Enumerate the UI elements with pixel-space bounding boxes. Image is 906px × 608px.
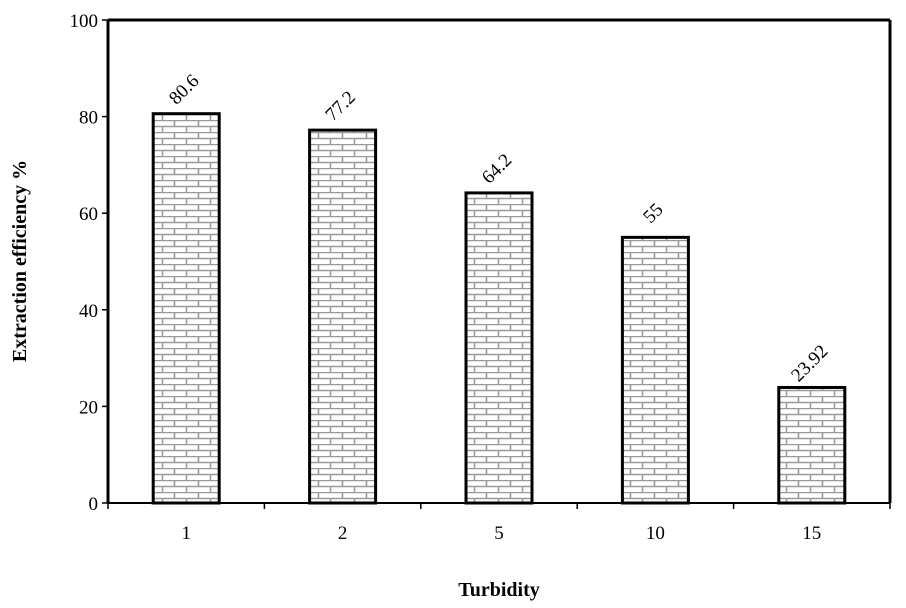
bar <box>777 385 847 505</box>
data-label: 77.2 <box>322 87 360 125</box>
bar <box>620 235 690 505</box>
bar <box>464 191 534 505</box>
x-axis-ticks: 1 2 5 10 15 <box>107 503 891 544</box>
x-tick-label: 10 <box>646 523 665 544</box>
x-tick-label: 5 <box>494 523 504 544</box>
y-tick-label: 0 <box>89 494 99 515</box>
x-axis-title: Turbidity <box>458 579 540 601</box>
data-label: 23.92 <box>787 341 832 386</box>
y-tick-label: 40 <box>79 301 98 322</box>
y-tick-label: 60 <box>79 204 98 225</box>
y-axis-ticks: 0 20 40 60 80 100 <box>70 11 108 515</box>
x-tick-label: 1 <box>181 523 191 544</box>
y-axis-title: Extraction efficiency % <box>9 160 31 362</box>
y-tick-label: 80 <box>79 108 98 129</box>
bar <box>151 112 221 505</box>
y-tick-label: 100 <box>70 11 99 32</box>
bars <box>151 112 847 505</box>
bar <box>308 128 378 505</box>
data-label: 55 <box>639 199 667 227</box>
data-label: 64.2 <box>478 150 516 188</box>
data-label: 80.6 <box>165 71 203 109</box>
x-tick-label: 15 <box>802 523 821 544</box>
y-tick-label: 20 <box>79 397 98 418</box>
x-tick-label: 2 <box>338 523 348 544</box>
